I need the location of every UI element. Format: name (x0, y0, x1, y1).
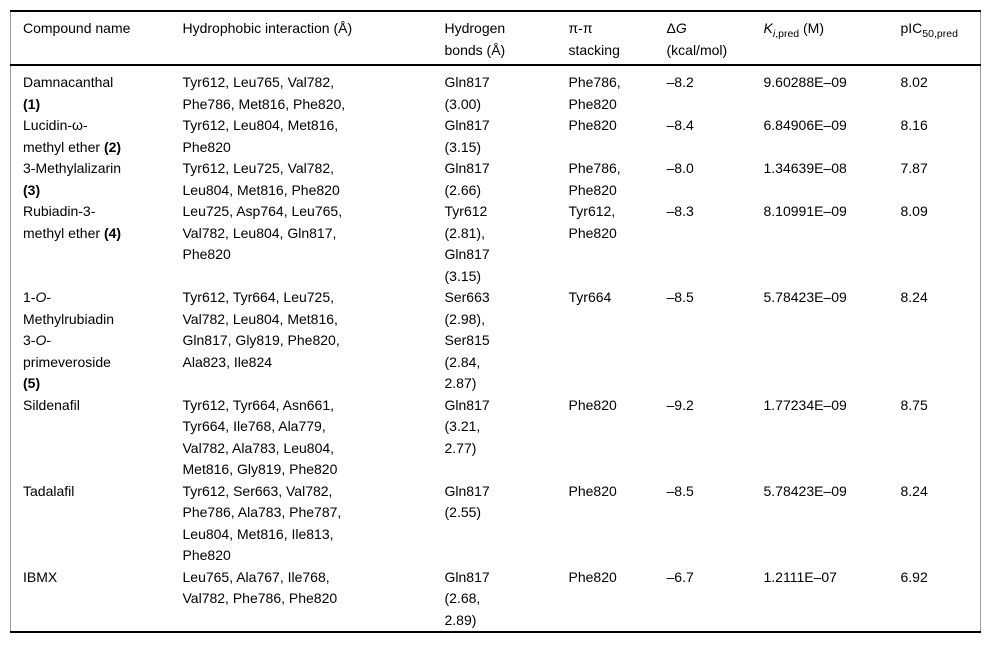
cell-pi-pi-stacking: Phe820 (568, 117, 617, 133)
cell-compound-name: Rubiadin-3- methyl ether (4) (23, 203, 122, 241)
cell-delta-g: –6.7 (666, 568, 694, 585)
cell-pi-pi-stacking: Phe786, Phe820 (568, 74, 621, 112)
cell-ki-pred: 1.34639E–08 (763, 160, 847, 176)
cell-ki-pred: 1.2111E–07 (763, 568, 837, 585)
cell-hydrogen-bonds: Tyr612 (2.81), Gln817 (3.15) (444, 203, 490, 284)
cell-hydrophobic-interaction: Tyr612, Tyr664, Leu725, Val782, Leu804, … (182, 289, 340, 370)
cell-ki-pred: 5.78423E–09 (763, 482, 847, 499)
table-row-1: Damnacanthal (1) Tyr612, Leu765, Val782, P… (11, 65, 981, 115)
cell-hydrophobic-interaction: Leu725, Asp764, Leu765, Val782, Leu804, … (182, 203, 343, 262)
cell-hydrophobic-interaction: Tyr612, Leu804, Met816, Phe820 (182, 117, 339, 155)
cell-pi-pi-stacking: Tyr612, Phe820 (568, 203, 617, 241)
cell-compound-name: Damnacanthal (1) (23, 74, 114, 112)
column-header-pic50-pred: pIC50,pred (900, 10, 981, 66)
cell-hydrophobic-interaction: Leu765, Ala767, Ile768, Val782, Phe786, … (182, 568, 338, 607)
column-header-hydrophobic-interaction: Hydrophobic interaction (Å) (182, 10, 445, 66)
table-row-6: Sildenafil Tyr612, Tyr664, Asn661, Tyr664… (11, 395, 981, 481)
cell-pi-pi-stacking: Phe786, Phe820 (568, 160, 621, 198)
cell-ki-pred: 5.78423E–09 (763, 289, 847, 305)
cell-pic50-pred: 8.24 (900, 289, 928, 305)
cell-delta-g: –9.2 (666, 396, 694, 413)
cell-delta-g: –8.2 (666, 74, 694, 90)
cell-compound-name: 1-O- Methylrubiadin 3-O-primeveroside (5) (23, 289, 115, 391)
cell-delta-g: –8.5 (666, 482, 694, 499)
cell-compound-name: IBMX (23, 568, 58, 585)
cell-pi-pi-stacking: Phe820 (568, 482, 617, 499)
column-header-hydrogen-bonds: Hydrogen bonds (Å) (444, 10, 569, 66)
table-row-5: 1-O- Methylrubiadin 3-O-primeveroside (5) Ty… (11, 287, 981, 395)
column-header-compound-name: Compound name (10, 10, 183, 66)
cell-hydrogen-bonds: Ser663 (2.98), Ser815 (2.84, 2.87) (444, 289, 490, 391)
cell-compound-name: Lucidin-ω-methyl ether (2) (23, 117, 122, 155)
cell-delta-g: –8.3 (666, 203, 694, 219)
cell-hydrogen-bonds: Gln817 (2.68, 2.89) (444, 568, 490, 628)
column-header-pi-pi-stacking: π-π stacking (568, 10, 667, 66)
cell-hydrophobic-interaction: Tyr612, Leu765, Val782, Phe786, Met816, … (182, 74, 346, 112)
column-header-delta-g: ΔG (kcal/mol) (666, 10, 764, 66)
cell-ki-pred: 8.10991E–09 (763, 203, 847, 219)
cell-pic50-pred: 8.16 (900, 117, 928, 133)
cell-compound-name: 3-Methylalizarin (3) (23, 160, 122, 198)
cell-hydrogen-bonds: Gln817 (2.55) (444, 482, 490, 521)
cell-hydrophobic-interaction: Tyr612, Leu725, Val782, Leu804, Met816, … (182, 160, 340, 198)
table-row-7: Tadalafil Tyr612, Ser663, Val782, Phe786,… (11, 481, 981, 567)
cell-pic50-pred: 8.02 (900, 74, 928, 90)
cell-ki-pred: 6.84906E–09 (763, 117, 847, 133)
cell-pic50-pred: 8.24 (900, 482, 928, 499)
cell-compound-name: Sildenafil (23, 396, 80, 413)
cell-hydrogen-bonds: Gln817 (2.66) (444, 160, 490, 198)
cell-hydrophobic-interaction: Tyr612, Tyr664, Asn661, Tyr664, Ile768, … (182, 396, 338, 478)
table-row-4: Rubiadin-3- methyl ether (4) Leu725, Asp76… (11, 201, 981, 287)
results-table: Compound name Hydrophobic interaction (Å)… (10, 10, 981, 633)
cell-delta-g: –8.0 (666, 160, 694, 176)
cell-pic50-pred: 6.92 (900, 568, 928, 585)
cell-compound-name: Tadalafil (23, 482, 75, 499)
cell-hydrogen-bonds: Gln817 (3.15) (444, 117, 490, 155)
cell-hydrophobic-interaction: Tyr612, Ser663, Val782, Phe786, Ala783, … (182, 482, 342, 564)
column-header-ki-pred: Ki,pred (M) (763, 10, 901, 66)
cell-pic50-pred: 8.09 (900, 203, 928, 219)
cell-pic50-pred: 7.87 (900, 160, 928, 176)
cell-ki-pred: 9.60288E–09 (763, 74, 847, 90)
header-row: Compound name Hydrophobic interaction (Å)… (10, 10, 981, 66)
cell-hydrogen-bonds: Gln817 (3.21, 2.77) (444, 396, 490, 456)
cell-delta-g: –8.4 (666, 117, 694, 133)
cell-ki-pred: 1.77234E–09 (763, 396, 847, 413)
cell-pi-pi-stacking: Phe820 (568, 568, 617, 585)
table-row-8: IBMX Leu765, Ala767, Ile768, Val782, Phe7… (11, 567, 981, 633)
cell-pic50-pred: 8.75 (900, 396, 928, 413)
cell-hydrogen-bonds: Gln817 (3.00) (444, 74, 490, 112)
cell-delta-g: –8.5 (666, 289, 694, 305)
cell-pi-pi-stacking: Phe820 (568, 396, 617, 413)
table-row-2: Lucidin-ω-methyl ether (2) Tyr612, Leu804… (11, 115, 981, 158)
table-row-3: 3-Methylalizarin (3) Tyr612, Leu725, Val78… (11, 158, 981, 201)
table-body: Damnacanthal (1) Tyr612, Leu765, Val782, P… (11, 65, 981, 632)
cell-pi-pi-stacking: Tyr664 (568, 289, 612, 305)
